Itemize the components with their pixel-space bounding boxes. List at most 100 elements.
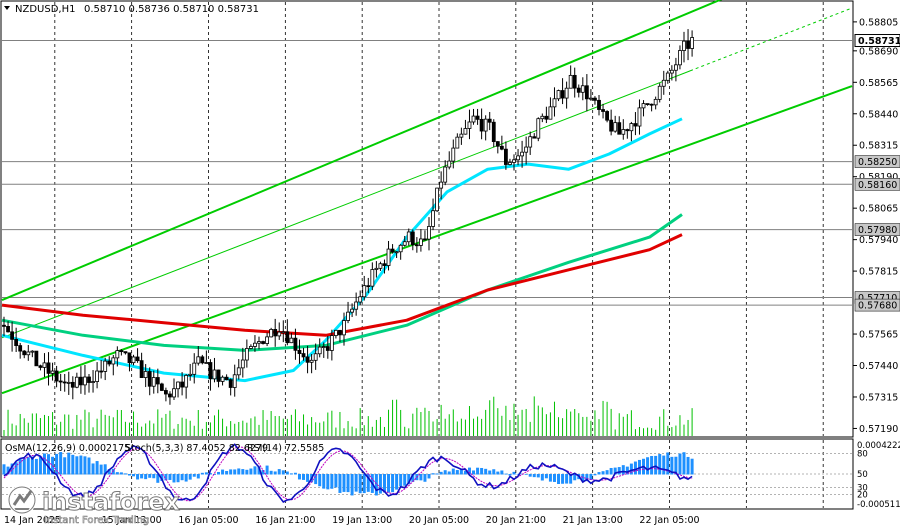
- candle-body: [164, 390, 168, 395]
- candle: [661, 70, 666, 95]
- candle-body: [293, 337, 298, 351]
- candle: [617, 116, 622, 135]
- candle-body: [228, 379, 233, 388]
- candle: [91, 370, 95, 393]
- candle-body: [6, 326, 10, 333]
- osma-histogram-bar: [18, 459, 22, 475]
- candle: [103, 357, 108, 381]
- candle-body: [637, 107, 642, 127]
- price-level-box: [854, 298, 900, 312]
- osma-histogram-bar: [79, 455, 83, 475]
- osma-histogram-bar: [38, 456, 42, 475]
- candle: [483, 115, 488, 141]
- osma-histogram-bar: [152, 474, 156, 479]
- osma-histogram-bar: [229, 469, 233, 475]
- candle-body: [107, 360, 112, 365]
- candle-body: [362, 285, 367, 298]
- osma-histogram-bar: [208, 473, 212, 475]
- candle: [613, 115, 618, 133]
- candle: [220, 375, 225, 386]
- osma-histogram-bar: [160, 474, 164, 481]
- candle-body: [46, 362, 51, 374]
- candle-body: [196, 356, 201, 364]
- osma-histogram-bar: [569, 474, 573, 484]
- candle: [18, 342, 23, 359]
- candle-body: [224, 376, 229, 381]
- osma-histogram-bar: [172, 474, 176, 483]
- candle-body: [155, 377, 160, 385]
- candle: [633, 112, 638, 136]
- candle-body: [451, 147, 456, 162]
- candle-body: [378, 263, 383, 269]
- candle-body: [398, 244, 403, 253]
- candle-body: [79, 376, 83, 386]
- candle: [74, 372, 79, 389]
- osma-histogram-bar: [71, 454, 75, 475]
- osma-histogram-bar: [107, 469, 111, 475]
- candle-body: [665, 72, 670, 81]
- candle: [491, 119, 496, 148]
- osma-histogram-bar: [585, 474, 589, 482]
- rsi-label: RSI(14) 72.5585: [247, 443, 324, 454]
- osma-histogram-bar: [524, 474, 528, 475]
- candle: [151, 370, 156, 394]
- osma-histogram-bar: [221, 469, 225, 475]
- osma-histogram-bar: [269, 470, 273, 475]
- candle: [354, 292, 359, 316]
- candle-body: [269, 329, 274, 338]
- candle: [240, 347, 245, 378]
- candle: [293, 328, 298, 360]
- candle-body: [168, 393, 172, 398]
- candle-body: [281, 331, 286, 334]
- osma-histogram-bar: [95, 461, 99, 475]
- candle-body: [524, 146, 529, 153]
- candle-body: [257, 341, 261, 344]
- candle-body: [14, 338, 19, 346]
- candle-body: [512, 159, 516, 163]
- candle: [609, 109, 614, 136]
- candle-body: [261, 341, 265, 344]
- candle-body: [589, 97, 593, 100]
- osma-histogram-bar: [306, 474, 310, 482]
- candle-body: [483, 118, 488, 132]
- osma-histogram-bar: [378, 474, 382, 494]
- price-level-label: 0.58160: [858, 180, 897, 191]
- candle-body: [552, 98, 557, 108]
- dropdown-triangle-icon[interactable]: [4, 6, 10, 10]
- osma-histogram-bar: [63, 457, 67, 475]
- candle-body: [508, 162, 512, 165]
- osma-histogram-bar: [391, 474, 395, 493]
- candle: [629, 121, 634, 142]
- candle-body: [613, 122, 618, 132]
- candle-body: [58, 380, 63, 383]
- candle: [455, 133, 460, 149]
- osma-histogram-bar: [334, 474, 338, 488]
- osma-histogram-bar: [99, 464, 103, 475]
- candle-body: [54, 370, 59, 382]
- osma-histogram-bar: [6, 466, 10, 475]
- candle-body: [143, 371, 148, 378]
- osma-histogram-bar: [277, 469, 281, 475]
- candle: [342, 312, 346, 346]
- candle-body: [208, 362, 213, 380]
- candle-body: [244, 348, 249, 361]
- candle-body: [192, 362, 197, 375]
- candle-body: [350, 308, 354, 313]
- candle: [273, 318, 278, 347]
- candle-body: [568, 74, 573, 89]
- candle-body: [520, 151, 524, 157]
- candle-body: [301, 353, 306, 358]
- osma-histogram-bar: [111, 468, 115, 475]
- osma-histogram-bar: [136, 474, 140, 480]
- osma-histogram-bar: [217, 471, 221, 475]
- candle: [346, 301, 350, 324]
- time-axis-label: 20 Jan 21:00: [486, 515, 546, 526]
- stochastic-main-line: [3, 443, 693, 504]
- osma-histogram-bar: [127, 474, 131, 476]
- candle-body: [18, 345, 23, 352]
- candle: [653, 96, 658, 110]
- candle-body: [131, 356, 136, 364]
- horizontal-levels: [2, 40, 852, 306]
- osma-histogram-bar: [407, 474, 411, 485]
